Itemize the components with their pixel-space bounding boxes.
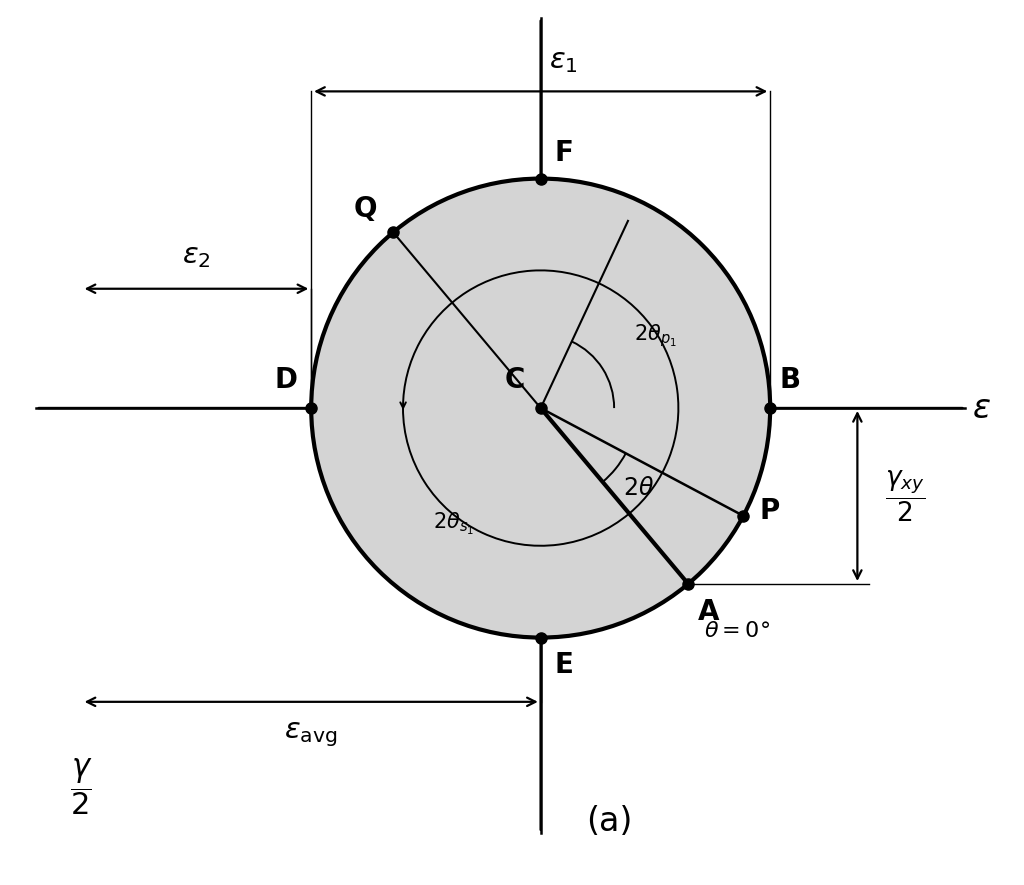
Text: E: E (554, 651, 573, 680)
Text: D: D (274, 366, 297, 395)
Text: $\theta = 0°$: $\theta = 0°$ (705, 620, 770, 641)
Text: $\dfrac{\gamma}{2}$: $\dfrac{\gamma}{2}$ (71, 757, 92, 817)
Circle shape (311, 179, 770, 637)
Text: $\dfrac{\gamma_{xy}}{2}$: $\dfrac{\gamma_{xy}}{2}$ (885, 468, 925, 524)
Text: P: P (760, 497, 779, 525)
Text: $2\theta_{p_1}$: $2\theta_{p_1}$ (634, 322, 677, 349)
Text: A: A (697, 597, 719, 626)
Text: F: F (554, 139, 573, 167)
Text: (a): (a) (587, 804, 633, 838)
Text: $\epsilon$: $\epsilon$ (972, 391, 991, 425)
Text: C: C (504, 366, 524, 395)
Text: $\epsilon_2$: $\epsilon_2$ (182, 242, 211, 271)
Text: $2\theta$: $2\theta$ (624, 475, 654, 499)
Text: $\epsilon_1$: $\epsilon_1$ (549, 47, 578, 75)
Text: B: B (779, 366, 801, 395)
Text: $\epsilon_\mathrm{avg}$: $\epsilon_\mathrm{avg}$ (285, 720, 338, 749)
Text: $2\theta_{s_1}$: $2\theta_{s_1}$ (433, 512, 474, 537)
Text: Q: Q (353, 195, 377, 223)
